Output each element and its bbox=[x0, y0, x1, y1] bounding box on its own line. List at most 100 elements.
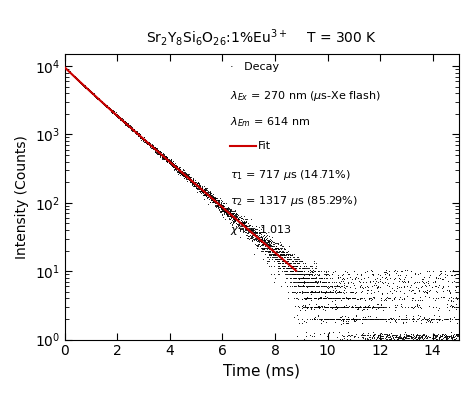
Point bbox=[328, 279, 336, 285]
Point bbox=[446, 334, 453, 340]
Point bbox=[309, 336, 317, 343]
Point bbox=[80, 82, 88, 88]
Point bbox=[287, 279, 294, 285]
Point bbox=[290, 283, 298, 290]
Point bbox=[175, 168, 182, 175]
Point bbox=[254, 234, 261, 240]
Point bbox=[368, 316, 375, 322]
Point bbox=[437, 294, 444, 300]
Point bbox=[273, 254, 280, 260]
Point bbox=[145, 139, 153, 145]
Point bbox=[295, 260, 303, 266]
Point bbox=[386, 336, 393, 343]
Point bbox=[166, 158, 173, 164]
Point bbox=[275, 258, 283, 264]
Point bbox=[135, 131, 142, 138]
Point bbox=[340, 304, 347, 310]
Point bbox=[302, 329, 310, 335]
Point bbox=[151, 146, 158, 152]
Point bbox=[155, 151, 163, 157]
Point bbox=[442, 336, 449, 343]
Point bbox=[205, 191, 212, 198]
Point bbox=[436, 340, 443, 347]
Point bbox=[93, 94, 100, 100]
Point bbox=[147, 145, 155, 151]
Point bbox=[340, 295, 348, 301]
Point bbox=[287, 265, 295, 271]
Point bbox=[356, 304, 364, 310]
Point bbox=[299, 274, 307, 281]
Point bbox=[369, 268, 376, 274]
Point bbox=[330, 336, 338, 343]
Point bbox=[408, 342, 415, 349]
Point bbox=[378, 336, 385, 343]
Point bbox=[178, 169, 185, 175]
Point bbox=[71, 74, 79, 80]
Point bbox=[381, 268, 388, 275]
Point bbox=[164, 159, 171, 165]
Point bbox=[87, 88, 94, 94]
Point bbox=[218, 211, 226, 217]
Point bbox=[356, 316, 364, 322]
Point bbox=[153, 148, 161, 154]
Point bbox=[99, 100, 106, 106]
Point bbox=[113, 113, 121, 119]
Point bbox=[87, 89, 94, 95]
Point bbox=[252, 229, 259, 236]
Point bbox=[265, 263, 273, 269]
Point bbox=[113, 113, 121, 120]
Point bbox=[177, 168, 184, 175]
Point bbox=[106, 106, 114, 113]
Point bbox=[343, 336, 350, 343]
Point bbox=[367, 336, 374, 343]
Point bbox=[78, 81, 86, 87]
Point bbox=[133, 129, 140, 136]
Point bbox=[269, 246, 277, 252]
Point bbox=[105, 106, 113, 112]
Point bbox=[426, 333, 433, 340]
Point bbox=[223, 211, 230, 217]
Point bbox=[333, 334, 341, 340]
Point bbox=[324, 304, 331, 310]
Point bbox=[101, 102, 109, 108]
Point bbox=[314, 295, 322, 301]
Point bbox=[453, 270, 460, 277]
Point bbox=[140, 137, 148, 143]
Point bbox=[172, 163, 179, 169]
Point bbox=[114, 113, 122, 119]
Point bbox=[381, 316, 389, 322]
Point bbox=[329, 316, 337, 322]
Point bbox=[185, 175, 192, 181]
Point bbox=[246, 234, 254, 241]
Point bbox=[403, 337, 410, 344]
Point bbox=[387, 339, 394, 345]
Point bbox=[226, 212, 234, 218]
Point bbox=[194, 183, 201, 189]
Point bbox=[380, 296, 387, 303]
Point bbox=[113, 112, 120, 119]
Point bbox=[408, 340, 415, 346]
Point bbox=[386, 336, 394, 342]
Point bbox=[345, 304, 352, 310]
Point bbox=[384, 333, 392, 340]
Point bbox=[338, 304, 346, 310]
Point bbox=[295, 271, 303, 277]
Point bbox=[306, 295, 313, 301]
Point bbox=[413, 332, 421, 338]
Point bbox=[188, 178, 195, 184]
Point bbox=[442, 333, 449, 339]
Point bbox=[259, 240, 267, 246]
Point bbox=[277, 283, 285, 290]
Point bbox=[137, 134, 145, 141]
Point bbox=[340, 338, 348, 345]
Point bbox=[217, 208, 224, 215]
Point bbox=[416, 313, 424, 319]
Point bbox=[135, 133, 143, 139]
Point bbox=[397, 343, 404, 349]
Point bbox=[286, 251, 293, 257]
Point bbox=[215, 197, 222, 203]
Point bbox=[431, 278, 439, 284]
Point bbox=[286, 268, 294, 274]
Point bbox=[427, 336, 435, 343]
Point bbox=[170, 166, 177, 172]
